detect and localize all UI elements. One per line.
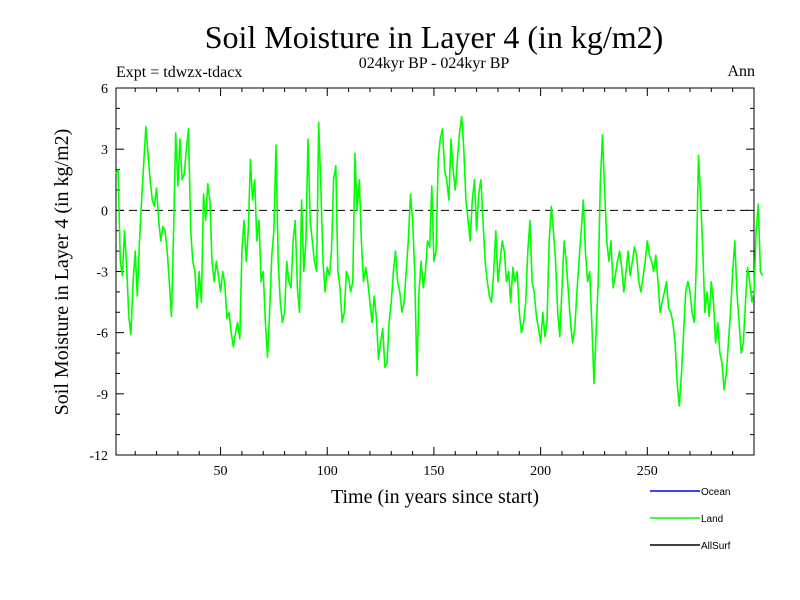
y-tick-label: -12: [89, 449, 108, 464]
x-tick-label: 250: [637, 464, 658, 479]
chart-subtitle: 024kyr BP - 024kyr BP: [359, 55, 510, 72]
plot-area: [115, 87, 755, 456]
y-tick-label: 3: [101, 143, 108, 158]
legend-label: Land: [701, 514, 723, 525]
legend-item-ocean: Ocean: [650, 487, 730, 498]
legend-item-land: Land: [650, 514, 723, 525]
x-tick-label: 150: [423, 464, 444, 479]
x-axis-label: Time (in years since start): [331, 486, 539, 508]
x-tick-label: 50: [214, 464, 228, 479]
y-tick-label: -9: [96, 388, 108, 403]
experiment-label: Expt = tdwzx-tdacx: [116, 64, 242, 81]
y-tick-label: -3: [96, 266, 108, 281]
legend-label: Ocean: [701, 487, 730, 498]
y-tick-label: -6: [96, 327, 108, 342]
y-axis-label: Soil Moisture in Layer 4 (in kg/m2): [51, 129, 73, 416]
x-tick-label: 200: [530, 464, 551, 479]
legend: Ocean Land AllSurf: [650, 487, 731, 552]
x-tick-labels: 50 100 150 200 250: [214, 464, 658, 479]
y-tick-label: 6: [101, 82, 108, 97]
season-label: Ann: [727, 63, 755, 80]
legend-label: AllSurf: [701, 541, 731, 552]
legend-item-allsurf: AllSurf: [650, 541, 731, 552]
chart-title: Soil Moisture in Layer 4 (in kg/m2): [205, 19, 664, 55]
land-series-line: [115, 115, 764, 407]
y-tick-labels: 6 3 0 -3 -6 -9 -12: [89, 82, 108, 464]
axis-ticks: [116, 87, 755, 456]
y-tick-label: 0: [101, 204, 108, 219]
x-tick-label: 100: [317, 464, 338, 479]
